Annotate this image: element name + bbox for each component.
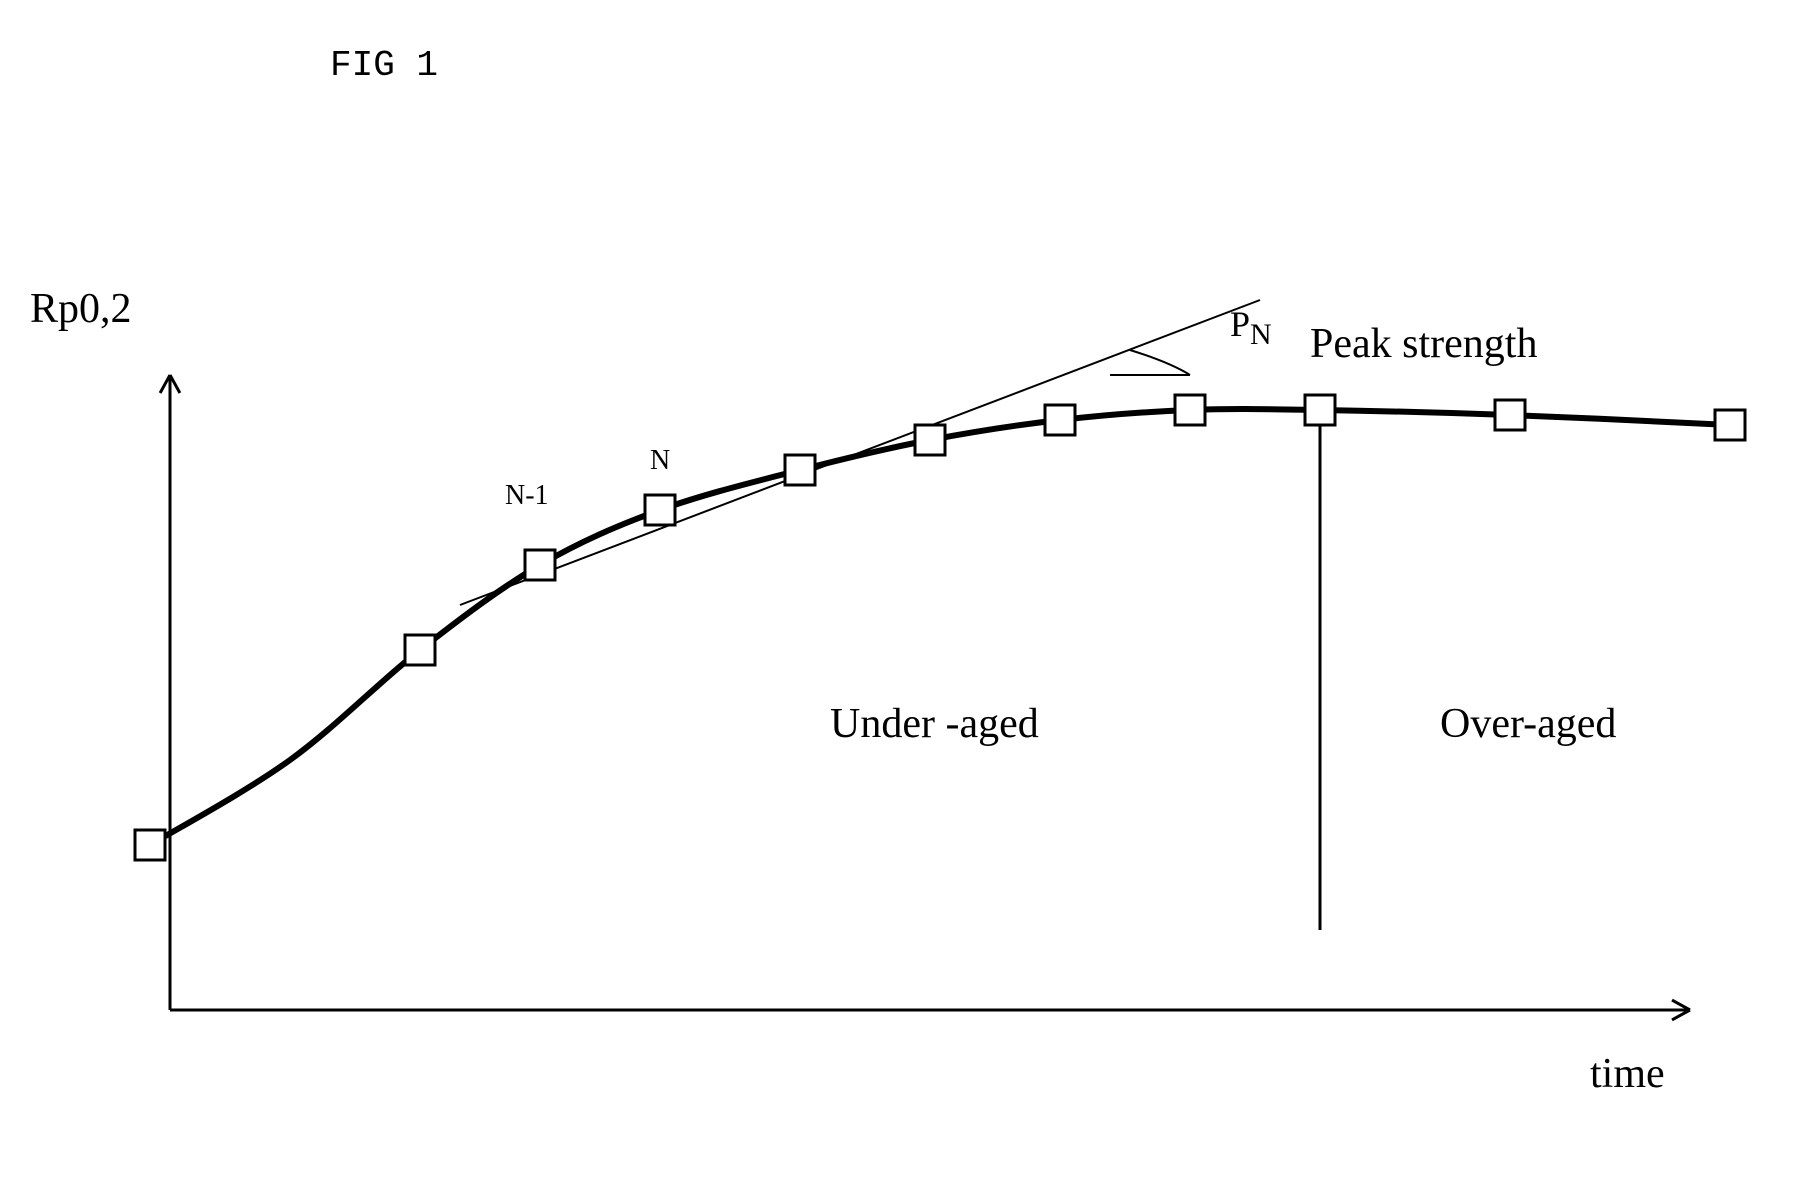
figure-wrapper: FIG 1 Rp0,2 time Under -aged Over-aged P… bbox=[0, 0, 1801, 1186]
chart-svg bbox=[0, 0, 1801, 1186]
